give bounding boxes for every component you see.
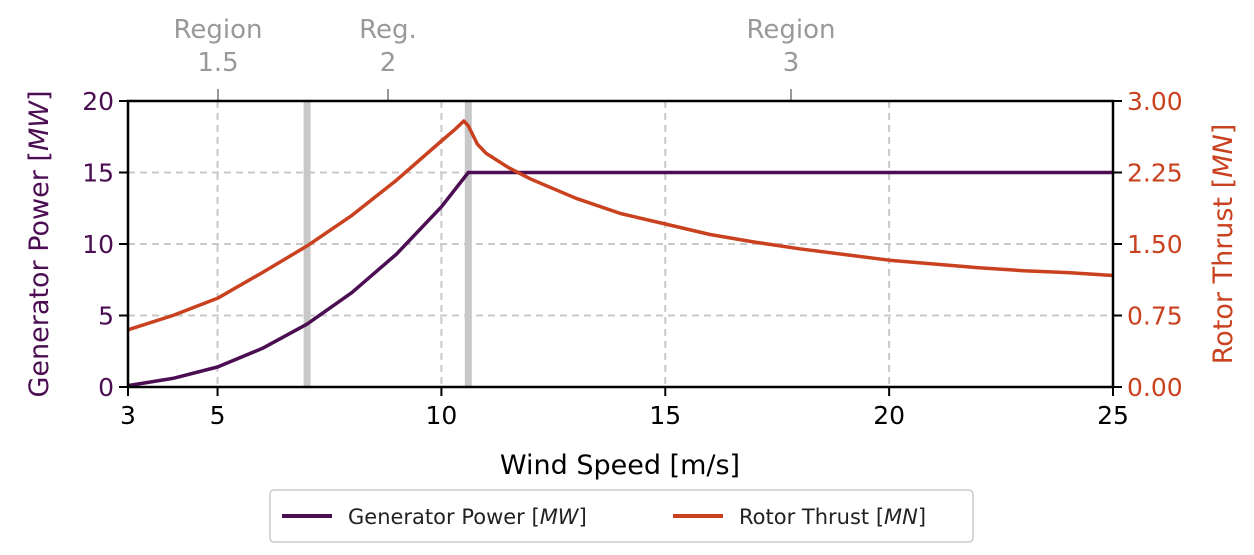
left-y-tick-label-0: 0 xyxy=(98,373,114,402)
grid xyxy=(128,101,1113,387)
region-1-5-label: Region xyxy=(173,15,262,45)
right-y-tick-label-0: 0.00 xyxy=(1127,373,1183,402)
left-y-axis-label-prefix: Generator Power [ xyxy=(24,151,55,397)
top-region-labels: Region 1.5 Reg. 2 Region 3 xyxy=(173,15,836,101)
left-y-tick-label-20: 20 xyxy=(82,87,114,116)
x-axis-label: Wind Speed [m/s] xyxy=(500,450,740,481)
legend-rotor-thrust-prefix: Rotor Thrust [ xyxy=(739,505,884,529)
legend: Generator Power [MW] Rotor Thrust [MN] xyxy=(269,489,974,543)
right-y-axis-label-suffix: ] xyxy=(1208,124,1239,135)
left-y-axis: 0 5 10 15 20 xyxy=(82,87,128,402)
x-tick-label-5: 5 xyxy=(210,401,226,430)
right-y-axis-label-unit: MN xyxy=(1208,134,1239,178)
legend-rotor-thrust-label: Rotor Thrust [MN] xyxy=(739,505,926,529)
legend-box xyxy=(269,489,974,543)
left-y-axis-label-unit: MW xyxy=(24,100,55,151)
right-y-axis: 0.00 0.75 1.50 2.25 3.00 xyxy=(1113,87,1183,402)
legend-generator-power-suffix: ] xyxy=(579,505,587,529)
series-layer xyxy=(127,119,1114,388)
legend-generator-power-label: Generator Power [MW] xyxy=(348,505,587,529)
left-y-tick-label-15: 15 xyxy=(82,159,114,188)
right-y-tick-label-0.75: 0.75 xyxy=(1127,302,1183,331)
region-3-label: Region xyxy=(746,15,835,45)
left-y-tick-label-10: 10 xyxy=(82,230,114,259)
region-2-number: 2 xyxy=(380,48,397,78)
right-y-axis-label: Rotor Thrust [MN] xyxy=(1208,124,1239,365)
x-tick-label-25: 25 xyxy=(1097,401,1129,430)
legend-rotor-thrust-unit: MN xyxy=(884,505,918,529)
generator-power-line xyxy=(127,170,1113,388)
left-y-axis-label-suffix: ] xyxy=(24,91,55,102)
x-tick-label-10: 10 xyxy=(426,401,458,430)
x-axis: 3 5 10 15 20 25 xyxy=(120,387,1129,430)
left-y-tick-label-5: 5 xyxy=(98,302,114,331)
legend-rotor-thrust-suffix: ] xyxy=(918,505,926,529)
legend-generator-power-prefix: Generator Power [ xyxy=(348,505,540,529)
region-3-number: 3 xyxy=(783,48,800,78)
x-tick-label-15: 15 xyxy=(649,401,681,430)
right-y-tick-label-3: 3.00 xyxy=(1127,87,1183,116)
x-tick-label-20: 20 xyxy=(873,401,905,430)
left-y-axis-label: Generator Power [MW] xyxy=(24,91,55,398)
legend-generator-power-unit: MW xyxy=(540,505,580,529)
right-y-axis-label-prefix: Rotor Thrust [ xyxy=(1208,178,1239,364)
region-2-label: Reg. xyxy=(359,15,417,45)
right-y-tick-label-2.25: 2.25 xyxy=(1127,159,1183,188)
x-tick-label-3: 3 xyxy=(120,401,136,430)
region-1-5-number: 1.5 xyxy=(197,48,238,78)
right-y-tick-label-1.5: 1.50 xyxy=(1127,230,1183,259)
rotor-thrust-line xyxy=(127,119,1114,332)
